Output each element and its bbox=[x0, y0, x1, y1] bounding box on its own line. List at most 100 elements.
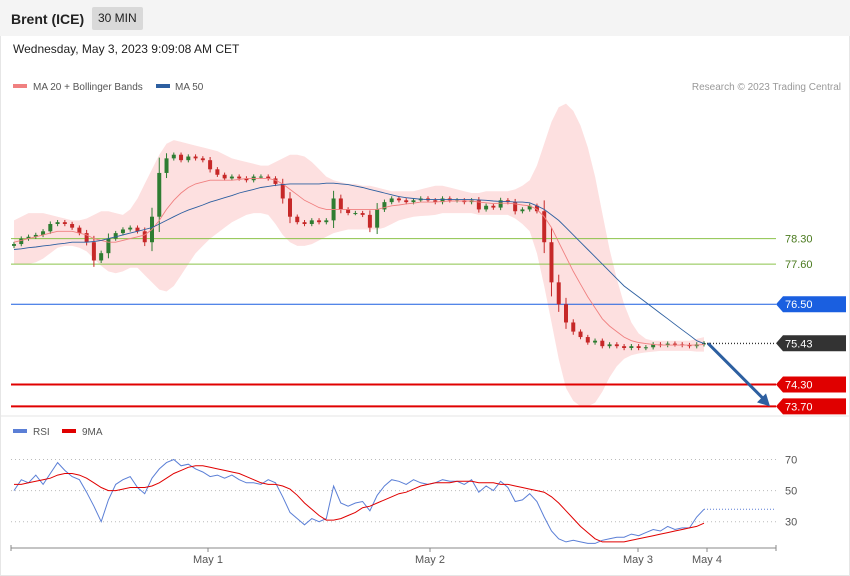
candle-body bbox=[55, 222, 60, 224]
candle-body bbox=[288, 198, 292, 217]
projection-arrow-head bbox=[757, 393, 770, 407]
candle-body bbox=[636, 346, 641, 348]
candle bbox=[142, 227, 147, 247]
candle bbox=[324, 218, 329, 225]
candle bbox=[564, 297, 568, 329]
candle-body bbox=[193, 156, 198, 159]
ma50-line bbox=[13, 182, 705, 345]
candle bbox=[48, 221, 53, 234]
candle bbox=[651, 342, 656, 350]
candle bbox=[26, 234, 31, 241]
candle-body bbox=[629, 346, 634, 348]
candle bbox=[687, 342, 692, 349]
x-tick: May 4 bbox=[692, 548, 722, 566]
candle bbox=[179, 152, 184, 163]
candle bbox=[520, 207, 525, 214]
rsi-ma-line bbox=[14, 465, 705, 543]
level-label: 75.43 bbox=[785, 338, 813, 350]
rsi-tick-label: 70 bbox=[785, 455, 797, 467]
candle-body bbox=[48, 224, 53, 232]
candle-body bbox=[542, 211, 547, 243]
candle bbox=[12, 241, 16, 249]
timeframe-badge[interactable]: 30 MIN bbox=[92, 7, 143, 30]
candle bbox=[280, 178, 285, 204]
candle bbox=[266, 174, 271, 181]
candle bbox=[382, 199, 387, 212]
candle-body bbox=[215, 169, 220, 175]
legend-swatch-rsi bbox=[13, 429, 27, 433]
candle-body bbox=[157, 172, 162, 217]
candle-body bbox=[375, 209, 380, 228]
candle-body bbox=[113, 233, 118, 239]
candle bbox=[440, 196, 445, 205]
candle bbox=[353, 210, 358, 216]
candle-body bbox=[643, 347, 648, 349]
candle bbox=[295, 214, 300, 225]
candle-body bbox=[433, 200, 438, 203]
level-tag bbox=[776, 296, 846, 313]
candle bbox=[200, 156, 205, 163]
legend-swatch-9ma bbox=[62, 429, 76, 433]
candle-body bbox=[382, 202, 387, 210]
candle bbox=[33, 232, 38, 239]
legend-swatch-ma50 bbox=[156, 84, 170, 88]
candle-body bbox=[607, 344, 612, 347]
candle bbox=[288, 192, 292, 224]
candle bbox=[41, 229, 46, 238]
candle-body bbox=[404, 200, 409, 203]
candle bbox=[309, 218, 314, 227]
level-tag bbox=[776, 376, 846, 393]
candle bbox=[99, 250, 104, 264]
candle bbox=[62, 219, 67, 227]
candle-body bbox=[106, 238, 111, 254]
candle-body bbox=[186, 156, 191, 161]
candle bbox=[135, 225, 140, 234]
ma20-line bbox=[13, 177, 705, 346]
x-tick-label: May 3 bbox=[623, 554, 653, 566]
candle-body bbox=[498, 200, 503, 208]
candle bbox=[171, 152, 176, 161]
level-78-30: 78.30 bbox=[11, 234, 813, 246]
candle-body bbox=[411, 200, 416, 203]
candle-body bbox=[556, 282, 561, 305]
candle-body bbox=[171, 154, 176, 159]
candle bbox=[91, 235, 96, 267]
candle bbox=[556, 274, 561, 312]
candle bbox=[120, 227, 125, 236]
legend-label-rsi: RSI bbox=[33, 427, 50, 438]
main-legend: MA 20 + Bollinger Bands MA 50 bbox=[13, 82, 204, 93]
candle-body bbox=[99, 253, 104, 261]
legend-label-9ma: 9MA bbox=[82, 427, 103, 438]
candle-body bbox=[266, 176, 271, 179]
level-tag bbox=[776, 335, 846, 352]
x-axis: May 1 May 2 May 3 May 4 bbox=[10, 545, 777, 566]
candle bbox=[389, 196, 394, 205]
candle-body bbox=[520, 209, 525, 212]
candle-body bbox=[62, 222, 67, 224]
candle-body bbox=[280, 183, 285, 199]
level-label: 78.30 bbox=[785, 234, 813, 246]
candle-body bbox=[513, 202, 518, 212]
candle bbox=[106, 233, 111, 259]
candle-body bbox=[440, 198, 445, 203]
candle-body bbox=[135, 227, 140, 232]
candle-body bbox=[164, 158, 169, 173]
level-76-50: 76.50 bbox=[11, 296, 846, 313]
candle bbox=[84, 229, 89, 246]
candle bbox=[636, 343, 641, 351]
candle bbox=[360, 210, 365, 218]
rsi-line bbox=[13, 458, 705, 544]
candle-body bbox=[549, 242, 554, 283]
moving-averages bbox=[13, 177, 776, 346]
candle bbox=[77, 225, 82, 236]
candle bbox=[244, 176, 249, 183]
candle bbox=[317, 218, 322, 225]
candle-body bbox=[295, 216, 300, 223]
candle-body bbox=[338, 198, 343, 210]
candle bbox=[222, 172, 227, 181]
candle-body bbox=[77, 227, 82, 234]
candle bbox=[215, 167, 220, 177]
legend-swatch-bollinger bbox=[13, 84, 27, 88]
candle bbox=[571, 319, 576, 335]
candle-body bbox=[687, 345, 692, 347]
